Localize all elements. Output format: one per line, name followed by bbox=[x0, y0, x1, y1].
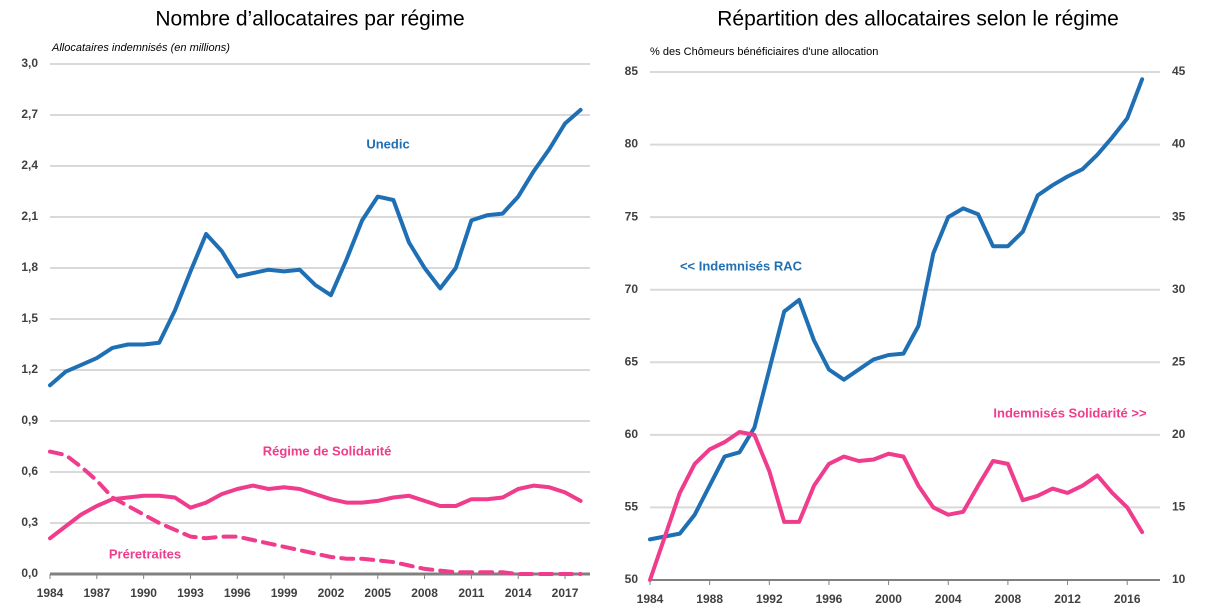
series-label: Indemnisés Solidarité >> bbox=[993, 405, 1147, 420]
series-label: Régime de Solidarité bbox=[263, 443, 392, 458]
y2-tick-label: 25 bbox=[1172, 354, 1186, 368]
series-line bbox=[648, 430, 1145, 582]
y2-tick-label: 45 bbox=[1172, 64, 1186, 78]
x-tick-label: 2017 bbox=[552, 586, 579, 600]
x-tick-label: 2005 bbox=[364, 586, 391, 600]
x-tick-label: 2011 bbox=[458, 586, 484, 600]
x-tick-label: 2004 bbox=[935, 592, 962, 606]
y-tick-label: 1,8 bbox=[21, 260, 38, 274]
series-label: Unedic bbox=[366, 136, 409, 151]
series-label: Préretraites bbox=[109, 546, 181, 561]
y2-tick-label: 10 bbox=[1172, 572, 1186, 586]
chart-subtitle: Allocataires indemnisés (en millions) bbox=[51, 42, 230, 54]
chart-title: Répartition des allocataires selon le ré… bbox=[717, 8, 1119, 31]
x-tick-label: 2012 bbox=[1054, 592, 1081, 606]
x-tick-label: 2008 bbox=[995, 592, 1022, 606]
y-tick-label: 2,7 bbox=[21, 107, 38, 121]
y2-tick-label: 20 bbox=[1172, 427, 1186, 441]
x-tick-label: 2000 bbox=[875, 592, 902, 606]
y-tick-label: 2,4 bbox=[21, 158, 38, 172]
y-tick-label: 0,6 bbox=[21, 464, 38, 478]
x-tick-label: 1984 bbox=[637, 592, 664, 606]
series-line bbox=[48, 107, 583, 388]
y-tick-label: 3,0 bbox=[21, 56, 38, 70]
y2-tick-label: 30 bbox=[1172, 282, 1186, 296]
y-tick-label: 1,5 bbox=[21, 311, 38, 325]
y2-tick-label: 35 bbox=[1172, 209, 1186, 223]
series-line bbox=[648, 77, 1145, 542]
y-tick-label: 85 bbox=[625, 64, 639, 78]
y-tick-label: 0,3 bbox=[21, 515, 38, 529]
x-tick-label: 2008 bbox=[411, 586, 438, 600]
x-tick-label: 1988 bbox=[696, 592, 723, 606]
x-tick-label: 1993 bbox=[177, 586, 204, 600]
x-tick-label: 2014 bbox=[505, 586, 532, 600]
chart-subtitle: % des Chômeurs bénéficiaires d'une alloc… bbox=[650, 46, 878, 58]
x-tick-label: 1987 bbox=[83, 586, 110, 600]
y-tick-label: 75 bbox=[625, 209, 639, 223]
series-line bbox=[48, 483, 583, 541]
y-tick-label: 80 bbox=[625, 137, 639, 151]
x-tick-label: 2002 bbox=[318, 586, 345, 600]
y-tick-label: 0,9 bbox=[21, 413, 38, 427]
y-tick-label: 0,0 bbox=[21, 566, 38, 580]
series-label: << Indemnisés RAC bbox=[680, 258, 803, 273]
y-tick-label: 50 bbox=[625, 572, 639, 586]
x-tick-label: 1984 bbox=[37, 586, 64, 600]
y2-tick-label: 40 bbox=[1172, 137, 1186, 151]
series-line bbox=[48, 449, 583, 576]
x-tick-label: 2016 bbox=[1114, 592, 1141, 606]
y-tick-label: 55 bbox=[625, 500, 639, 514]
x-tick-label: 1999 bbox=[271, 586, 298, 600]
chart-title: Nombre d’allocataires par régime bbox=[155, 8, 464, 31]
y-tick-label: 2,1 bbox=[21, 209, 38, 223]
x-tick-label: 1992 bbox=[756, 592, 783, 606]
y2-tick-label: 15 bbox=[1172, 500, 1186, 514]
y-tick-label: 65 bbox=[625, 354, 639, 368]
y-tick-label: 60 bbox=[625, 427, 639, 441]
x-tick-label: 1996 bbox=[224, 586, 251, 600]
y-tick-label: 70 bbox=[625, 282, 639, 296]
y-tick-label: 1,2 bbox=[21, 362, 38, 376]
x-tick-label: 1990 bbox=[130, 586, 157, 600]
x-tick-label: 1996 bbox=[816, 592, 843, 606]
